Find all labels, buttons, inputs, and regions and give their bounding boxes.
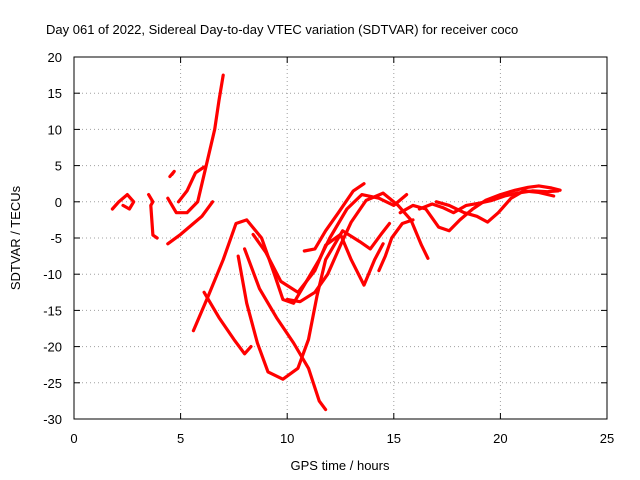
series-diag-descent [202,290,253,356]
y-tick-label: 20 [48,50,62,65]
series-early-cluster-c [168,169,176,179]
series-rising-arc [166,73,225,215]
series-late-short [377,218,415,273]
y-tick-label: -15 [43,303,62,318]
y-tick-label: -20 [43,340,62,355]
y-tick-label: -25 [43,376,62,391]
series-small-hook [176,165,206,204]
series-long-dip-rise [191,193,409,333]
y-tick-label: 15 [48,86,62,101]
x-axis-ticks: 0 5 10 15 20 25 [70,57,614,446]
x-tick-label: 20 [493,431,507,446]
series-second-rise [285,191,430,304]
series-steep-drop [243,247,328,412]
series-deep-trough [236,221,392,381]
series-late-upper [434,189,556,224]
y-tick-label: 10 [48,122,62,137]
series-early-cluster-b [147,193,159,240]
chart-title: Day 061 of 2022, Sidereal Day-to-day VTE… [46,22,518,37]
grid [74,57,607,419]
y-axis-label: SDTVAR / TECUs [8,185,23,290]
y-tick-label: -5 [50,231,62,246]
x-axis-label: GPS time / hours [291,458,390,473]
y-tick-label: -10 [43,267,62,282]
series-early-cluster-a [110,193,136,211]
y-tick-label: 0 [55,195,62,210]
x-tick-label: 0 [70,431,77,446]
x-tick-label: 10 [280,431,294,446]
x-tick-label: 15 [387,431,401,446]
x-tick-label: 25 [600,431,614,446]
y-tick-label: 5 [55,159,62,174]
series-lower-arc [166,200,215,246]
y-tick-label: -30 [43,412,62,427]
series-group [110,73,562,412]
x-tick-label: 5 [177,431,184,446]
y-axis-ticks: -30 -25 -20 -15 -10 -5 0 5 10 15 20 [43,50,607,427]
series-mid-loop [251,232,385,294]
series-step-series [302,182,366,253]
